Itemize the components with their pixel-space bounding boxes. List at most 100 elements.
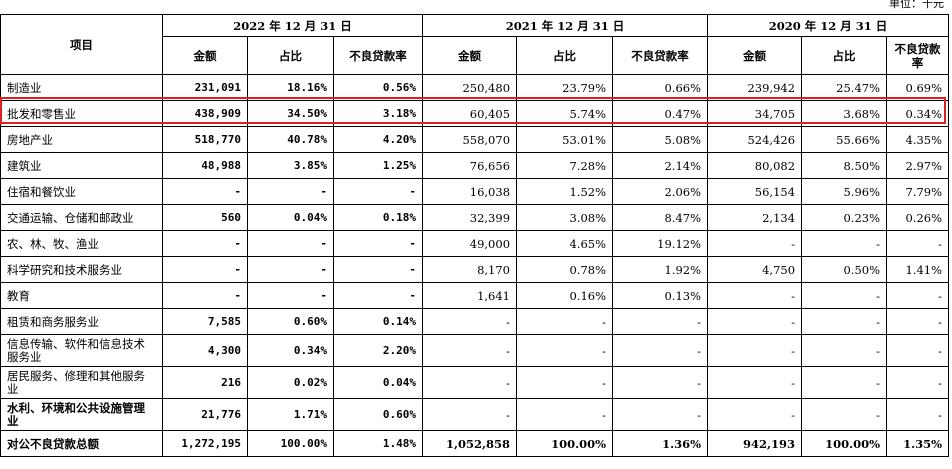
cell-value: -: [332, 282, 424, 309]
table-row: 制造业 231,091 18.16% 0.56% 250,480 23.79% 0.66% 2…: [0, 74, 950, 101]
header-item: 项目: [0, 14, 163, 75]
table-row: 房地产业 518,770 40.78% 4.20% 558,070 53.01% 5.08%…: [0, 126, 950, 153]
cell-value: 34.50%: [247, 100, 334, 127]
table-row: 建筑业 48,988 3.85% 1.25% 76,656 7.28% 2.14% 80,08…: [0, 152, 950, 179]
cell-value: 3.08%: [516, 204, 614, 231]
cell-value: -: [247, 230, 334, 257]
cell-value: 80,082: [707, 152, 803, 179]
cell-value: 53.01%: [516, 126, 614, 153]
cell-value: 56,154: [707, 178, 803, 205]
cell-value: 7.28%: [516, 152, 614, 179]
row-label: 对公不良贷款总额: [0, 430, 163, 457]
cell-value: 0.04%: [247, 204, 334, 231]
cell-value: -: [612, 398, 709, 431]
cell-value: 1.92%: [612, 256, 709, 283]
cell-value: 0.78%: [516, 256, 614, 283]
cell-value: 1,052,858: [422, 430, 518, 457]
cell-value: 0.26%: [886, 204, 950, 231]
cell-value: 2.06%: [612, 178, 709, 205]
table-row: 居民服务、修理和其他服务业 216 0.02% 0.04% - - - - - -: [0, 366, 950, 399]
cell-value: 16,038: [422, 178, 518, 205]
npl-industry-table: 项目 2022 年 12 月 31 日 2021 年 12 月 31 日 202…: [0, 14, 950, 457]
cell-value: 4.20%: [332, 126, 424, 153]
cell-value: -: [332, 230, 424, 257]
cell-value: 7,585: [162, 308, 248, 335]
row-label: 水利、环境和公共设施管理业: [0, 398, 163, 431]
cell-value: 4.65%: [516, 230, 614, 257]
cell-value: 1,641: [422, 282, 518, 309]
row-label: 居民服务、修理和其他服务业: [0, 366, 163, 399]
col-share: 占比: [247, 36, 334, 75]
cell-value: 2.20%: [332, 334, 424, 367]
cell-value: 4.35%: [886, 126, 950, 153]
cell-value: 5.74%: [516, 100, 614, 127]
cell-value: -: [886, 334, 950, 367]
table-row: 科学研究和技术服务业 - - -8,170 0.78% 1.92% 4,750 0.50% 1.…: [0, 256, 950, 283]
table-row: 住宿和餐饮业 - - -16,038 1.52% 2.06% 56,154 5.96% 7.79…: [0, 178, 950, 205]
period-2022: 2022 年 12 月 31 日: [161, 14, 424, 37]
cell-value: 0.13%: [612, 282, 709, 309]
col-share: 占比: [801, 36, 888, 75]
cell-value: -: [247, 178, 334, 205]
cell-value: -: [886, 398, 950, 431]
cell-value: 0.04%: [332, 366, 424, 399]
cell-value: -: [886, 308, 950, 335]
cell-value: 5.96%: [801, 178, 888, 205]
cell-value: -: [801, 308, 888, 335]
cell-value: 49,000: [422, 230, 518, 257]
cell-value: -: [332, 256, 424, 283]
cell-value: 250,480: [422, 74, 518, 101]
total-row: 对公不良贷款总额 1,272,195 100.00% 1.48% 1,052,858 10…: [0, 430, 950, 457]
cell-value: 34,705: [707, 100, 803, 127]
cell-value: 4,750: [707, 256, 803, 283]
row-label: 房地产业: [0, 126, 163, 153]
cell-value: 1.71%: [247, 398, 334, 431]
cell-value: 0.34%: [247, 334, 334, 367]
cell-value: -: [707, 334, 803, 367]
table-row: 农、林、牧、渔业 - - -49,000 4.65% 19.12% - - -: [0, 230, 950, 257]
cell-value: -: [612, 366, 709, 399]
row-label: 住宿和餐饮业: [0, 178, 163, 205]
col-amount: 金额: [707, 36, 803, 75]
col-npl-ratio: 不良贷款率: [612, 36, 709, 75]
col-npl-ratio: 不良贷款率: [332, 36, 424, 75]
cell-value: -: [516, 366, 614, 399]
cell-value: 25.47%: [801, 74, 888, 101]
cell-value: -: [516, 308, 614, 335]
col-npl-ratio: 不良贷款率: [886, 36, 950, 75]
cell-value: 0.56%: [332, 74, 424, 101]
cell-value: -: [332, 178, 424, 205]
cell-value: 55.66%: [801, 126, 888, 153]
cell-value: 3.85%: [247, 152, 334, 179]
cell-value: -: [886, 230, 950, 257]
table-row: 教育 - - -1,641 0.16% 0.13% - - -: [0, 282, 950, 309]
table-row: 交通运输、仓储和邮政业 560 0.04% 0.18% 32,399 3.08% 8.47%…: [0, 204, 950, 231]
cell-value: 40.78%: [247, 126, 334, 153]
cell-value: 2.14%: [612, 152, 709, 179]
cell-value: 1,272,195: [162, 430, 248, 457]
cell-value: -: [422, 308, 518, 335]
cell-value: -: [516, 398, 614, 431]
cell-value: 0.14%: [332, 308, 424, 335]
col-share: 占比: [516, 36, 614, 75]
cell-value: 23.79%: [516, 74, 614, 101]
cell-value: 524,426: [707, 126, 803, 153]
cell-value: 438,909: [162, 100, 248, 127]
period-2021: 2021 年 12 月 31 日: [422, 14, 709, 37]
cell-value: 0.34%: [886, 100, 950, 127]
cell-value: -: [422, 398, 518, 431]
cell-value: 5.08%: [612, 126, 709, 153]
cell-value: -: [422, 366, 518, 399]
cell-value: 8.47%: [612, 204, 709, 231]
cell-value: -: [162, 282, 248, 309]
cell-value: -: [422, 334, 518, 367]
cell-value: -: [801, 282, 888, 309]
cell-value: -: [707, 282, 803, 309]
cell-value: -: [707, 398, 803, 431]
table-row: 水利、环境和公共设施管理业 21,776 1.71% 0.60% - - - - - -: [0, 398, 950, 431]
cell-value: -: [707, 308, 803, 335]
cell-value: 0.50%: [801, 256, 888, 283]
cell-value: 0.16%: [516, 282, 614, 309]
cell-value: 100.00%: [801, 430, 888, 457]
cell-value: -: [707, 366, 803, 399]
